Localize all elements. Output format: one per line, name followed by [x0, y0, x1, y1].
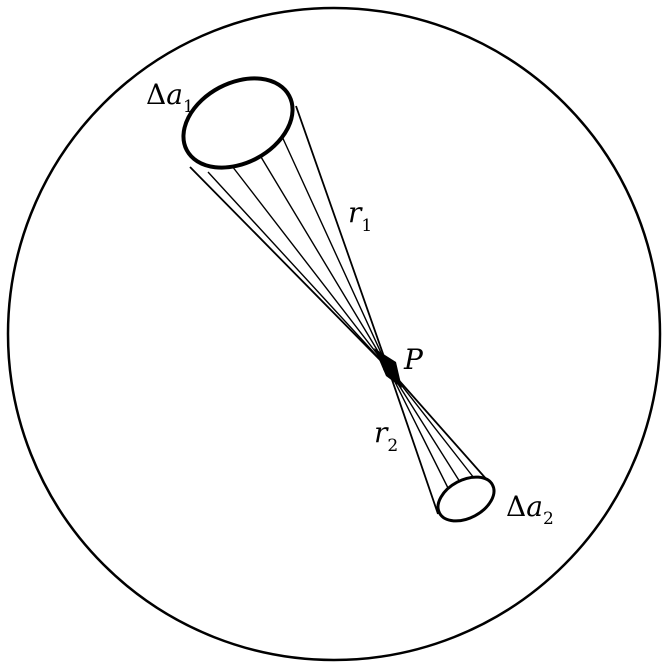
lower-cone-line: [387, 367, 461, 483]
lower-cone-line: [387, 367, 449, 489]
lower-cone-edge-right: [387, 367, 489, 482]
upper-cone-line: [257, 151, 389, 369]
distance-1-label: r1: [348, 196, 372, 236]
distance-2-var: r: [374, 416, 389, 449]
distance-2-subscript: 2: [387, 436, 398, 456]
lower-cone-edge-left: [387, 367, 439, 515]
area-2-var: a: [526, 490, 543, 523]
upper-cone-line: [207, 171, 389, 369]
area-1-disc: [181, 76, 295, 170]
area-1-delta: Δ: [146, 78, 166, 111]
distance-1-var: r: [348, 196, 363, 229]
upper-cone-line: [231, 165, 389, 369]
upper-cone-edge-left: [189, 166, 389, 369]
area-2-disc: [436, 475, 496, 523]
area-1-var: a: [166, 78, 183, 111]
area-2-subscript: 2: [543, 509, 554, 529]
point-p-label: P: [403, 343, 424, 376]
upper-cone: [181, 76, 389, 369]
sphere-outline: [6, 6, 662, 662]
area-1-subscript: 1: [183, 97, 194, 117]
distance-1-subscript: 1: [361, 216, 372, 236]
point-p-dot: [383, 363, 393, 373]
lower-cone-line: [387, 367, 475, 479]
area-1-label: Δa1: [146, 78, 194, 117]
lower-cone: [374, 348, 496, 523]
area-2-delta: Δ: [506, 490, 526, 523]
distance-2-label: r2: [374, 416, 398, 456]
upper-cone-line: [279, 131, 389, 369]
upper-cone-edge-right: [295, 105, 389, 369]
area-2-label: Δa2: [506, 490, 554, 529]
